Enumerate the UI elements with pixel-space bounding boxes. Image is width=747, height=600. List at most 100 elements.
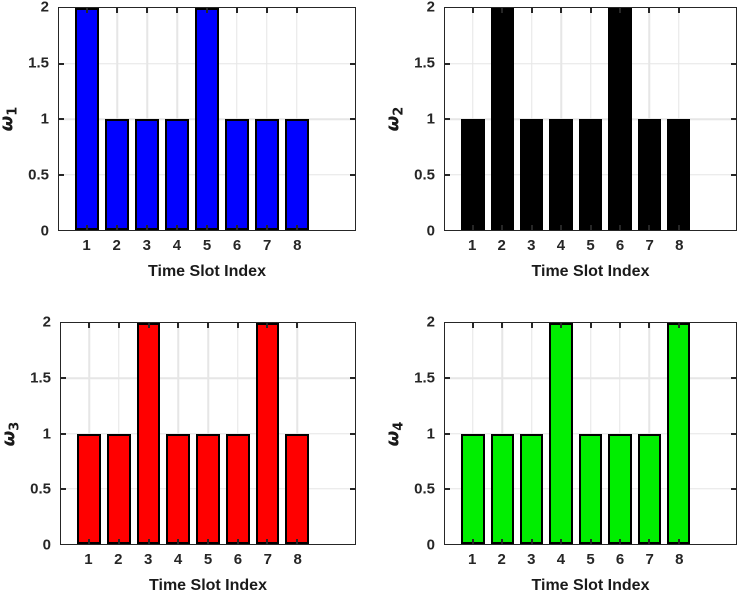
- x-tick-label: 4: [172, 237, 182, 254]
- y-tick-label: 0: [426, 222, 435, 240]
- x-tick-mark: [207, 539, 209, 544]
- x-tick-label: 5: [203, 551, 213, 568]
- x-tick-label: 3: [527, 551, 536, 568]
- x-tick-mark: [206, 8, 208, 13]
- y-tick-label: 1.5: [30, 369, 51, 387]
- x-tick-label: 8: [293, 551, 302, 568]
- y-tick-label: 0.5: [414, 166, 435, 184]
- x-tick-mark: [236, 323, 239, 328]
- x-tick-mark: [265, 8, 268, 13]
- x-tick-label: 8: [293, 237, 302, 254]
- x-tick-label: 5: [202, 237, 212, 254]
- x-tick-mark: [266, 539, 269, 544]
- x-tick-label: 4: [556, 551, 566, 568]
- x-tick-mark: [560, 539, 563, 544]
- x-tick-mark: [177, 323, 180, 328]
- x-tick-mark: [86, 8, 89, 13]
- x-tick-mark: [618, 8, 621, 13]
- bar-timeslot-3: [136, 323, 161, 544]
- x-tick-label: 1: [467, 237, 477, 254]
- y-tick-label: 1: [426, 425, 435, 442]
- y-tick-label: 1: [40, 110, 49, 128]
- x-tick-mark: [677, 323, 680, 328]
- bar-timeslot-2: [490, 433, 515, 544]
- y-axis-label: ω3: [0, 421, 22, 446]
- x-tick-mark: [117, 539, 120, 544]
- x-tick-label: 1: [84, 551, 93, 568]
- x-tick-mark: [266, 323, 269, 328]
- y-tick-label: 2: [40, 0, 49, 16]
- y-tick-mark: [445, 432, 450, 435]
- y-tick-label: 0: [42, 536, 51, 554]
- x-axis-label: Time Slot Index: [149, 577, 267, 594]
- x-tick-label: 5: [586, 237, 595, 254]
- x-tick-label: 3: [527, 237, 536, 254]
- x-tick-mark: [117, 323, 120, 328]
- x-axis-label: Time Slot Index: [148, 263, 266, 280]
- bar-timeslot-1: [77, 433, 102, 544]
- bar-timeslot-2: [490, 8, 515, 230]
- x-tick-mark: [296, 323, 299, 328]
- omega-symbol: ω: [0, 430, 20, 446]
- y-tick-mark: [59, 118, 64, 120]
- y-tick-mark: [731, 62, 736, 65]
- x-tick-mark: [471, 323, 474, 328]
- x-tick-label: 8: [675, 237, 684, 254]
- y-tick-label: 1.5: [28, 54, 49, 72]
- x-tick-label: 2: [497, 237, 506, 254]
- bar-timeslot-1: [461, 433, 485, 544]
- x-axis-label: Time Slot Index: [531, 263, 650, 280]
- plot-area: [60, 322, 356, 545]
- y-tick-label: 1: [426, 110, 435, 128]
- x-tick-mark: [589, 8, 592, 13]
- x-tick-label: 1: [467, 551, 477, 568]
- x-tick-mark: [295, 8, 298, 13]
- x-tick-mark: [530, 323, 533, 328]
- x-tick-mark: [589, 539, 592, 544]
- x-tick-mark: [116, 225, 119, 230]
- bar-timeslot-2: [105, 119, 130, 230]
- x-tick-mark: [296, 539, 299, 544]
- x-tick-mark: [501, 8, 504, 13]
- x-tick-mark: [677, 8, 680, 13]
- x-tick-mark: [648, 539, 651, 544]
- y-tick-mark: [61, 487, 66, 490]
- x-tick-mark: [677, 225, 680, 230]
- bar-timeslot-4: [165, 119, 190, 230]
- x-tick-label: 3: [144, 551, 153, 568]
- omega-symbol: ω: [382, 115, 404, 132]
- x-tick-mark: [207, 323, 209, 328]
- bar-timeslot-2: [107, 433, 131, 544]
- bar-timeslot-1: [75, 8, 100, 230]
- y-tick-label: 1.5: [414, 54, 435, 72]
- y-tick-mark: [731, 118, 736, 120]
- y-tick-label: 1: [42, 425, 51, 442]
- subplot-omega-3: ω3 Time Slot Index 1 2 3 4 5 6 7 8 0 0.5 1 1.5 2: [0, 314, 356, 594]
- bar-timeslot-7: [255, 323, 280, 544]
- x-tick-mark: [560, 323, 563, 328]
- bar-timeslot-5: [195, 8, 219, 230]
- y-tick-label: 1.5: [414, 369, 435, 387]
- x-tick-mark: [206, 225, 208, 230]
- bar-timeslot-8: [666, 119, 691, 230]
- bar-timeslot-3: [519, 433, 544, 544]
- bar-timeslot-8: [284, 119, 309, 230]
- omega-subscript: 1: [5, 106, 21, 116]
- subplot-omega-4: ω4 Time Slot Index 1 2 3 4 5 6 7 8 0 0.5 1 1.5 2: [382, 314, 737, 594]
- plot-area: [444, 7, 737, 231]
- x-tick-mark: [236, 539, 239, 544]
- y-tick-mark: [445, 118, 450, 120]
- x-tick-mark: [116, 8, 119, 13]
- plot-area: [444, 322, 737, 545]
- y-tick-mark: [445, 487, 450, 490]
- x-tick-label: 7: [645, 551, 654, 568]
- y-tick-label: 2: [42, 313, 51, 331]
- y-tick-label: 2: [426, 0, 435, 16]
- y-tick-label: 0: [40, 222, 49, 240]
- y-tick-mark: [731, 377, 736, 380]
- x-tick-label: 2: [114, 551, 123, 568]
- y-tick-mark: [350, 487, 355, 490]
- y-tick-label: 0.5: [28, 166, 49, 184]
- x-tick-mark: [265, 225, 268, 230]
